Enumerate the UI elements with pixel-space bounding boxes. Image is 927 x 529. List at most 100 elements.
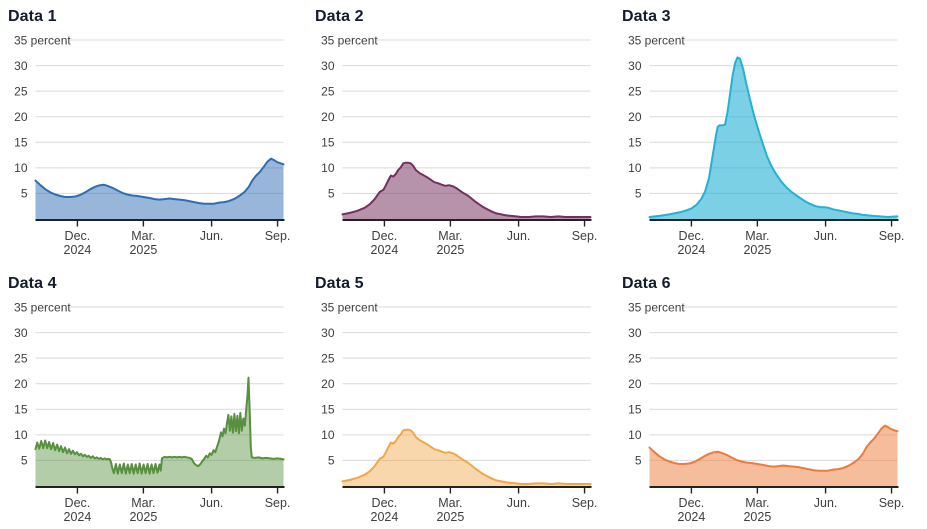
x-axis-tick-label: Jun.	[814, 229, 838, 243]
y-axis-tick-label: 5	[635, 454, 642, 468]
x-axis-year-label: 2025	[436, 510, 464, 524]
chart-title: Data 5	[315, 275, 364, 292]
y-axis-tick-label: 20	[628, 377, 642, 391]
y-axis-tick-label: 30	[14, 326, 28, 340]
y-axis-unit-label: 35 percent	[628, 33, 685, 47]
x-axis-tick-label: Mar.	[131, 229, 155, 243]
x-axis-year-label: 2024	[64, 510, 92, 524]
y-axis-tick-label: 15	[628, 403, 642, 417]
y-axis-tick-label: 20	[628, 110, 642, 124]
y-axis-tick-label: 25	[628, 351, 642, 365]
y-axis-tick-label: 30	[321, 59, 335, 73]
y-axis-tick-label: 30	[321, 326, 335, 340]
x-axis-tick-label: Mar.	[438, 229, 462, 243]
y-axis-tick-label: 10	[321, 428, 335, 442]
y-axis-tick-label: 25	[321, 351, 335, 365]
data-line	[341, 428, 592, 485]
area-fill	[649, 57, 898, 220]
x-axis-tick-label: Jun.	[200, 229, 224, 243]
x-axis-tick-label: Jun.	[507, 229, 531, 243]
chart-title: Data 4	[8, 275, 57, 292]
y-axis-tick-label: 30	[14, 59, 28, 73]
x-axis-tick-label: Dec.	[679, 496, 705, 510]
y-axis-unit-label: 35 percent	[628, 300, 685, 314]
x-axis-year-label: 2025	[129, 510, 157, 524]
x-axis-year-label: 2025	[743, 243, 771, 257]
y-axis-tick-label: 5	[21, 454, 28, 468]
chart-panel-3: Data 3 5 10 15 20 25 30 35 percent Dec. 2024 Mar. 2…	[622, 6, 919, 262]
y-axis-tick-label: 10	[628, 161, 642, 175]
x-axis-tick-label: Jun.	[814, 496, 838, 510]
x-axis-year-label: 2025	[743, 510, 771, 524]
y-axis-tick-label: 15	[628, 136, 642, 150]
y-axis-tick-label: 20	[321, 110, 335, 124]
x-axis-tick-label: Sep.	[879, 496, 905, 510]
y-axis-tick-label: 30	[628, 326, 642, 340]
y-axis-tick-label: 15	[14, 403, 28, 417]
y-axis-tick-label: 20	[321, 377, 335, 391]
x-axis-year-label: 2024	[371, 510, 399, 524]
x-axis-tick-label: Jun.	[507, 496, 531, 510]
x-axis-tick-label: Jun.	[200, 496, 224, 510]
x-axis-tick-label: Dec.	[65, 229, 91, 243]
x-axis-tick-label: Dec.	[372, 229, 398, 243]
y-axis-tick-label: 20	[14, 377, 28, 391]
x-axis-tick-label: Sep.	[572, 229, 598, 243]
x-axis-year-label: 2025	[129, 243, 157, 257]
x-axis-tick-label: Mar.	[745, 229, 769, 243]
area-fill	[342, 162, 591, 219]
data-line	[34, 376, 285, 475]
x-axis-tick-label: Mar.	[131, 496, 155, 510]
chart-title: Data 6	[622, 275, 671, 292]
x-axis-year-label: 2025	[436, 243, 464, 257]
y-axis-tick-label: 25	[14, 351, 28, 365]
chart-title: Data 3	[622, 8, 671, 25]
x-axis-year-label: 2024	[678, 243, 706, 257]
y-axis-tick-label: 5	[635, 187, 642, 201]
area-fill	[342, 429, 591, 486]
y-axis-tick-label: 25	[628, 84, 642, 98]
x-axis-tick-label: Sep.	[879, 229, 905, 243]
chart-panel-4: Data 4 5 10 15 20 25 30 35 percent Dec. 2024 Mar. 2…	[8, 273, 305, 529]
y-axis-tick-label: 15	[321, 136, 335, 150]
x-axis-tick-label: Sep.	[265, 229, 291, 243]
y-axis-tick-label: 20	[14, 110, 28, 124]
x-axis-tick-label: Mar.	[438, 496, 462, 510]
y-axis-tick-label: 5	[328, 187, 335, 201]
chart-panel-6: Data 6 5 10 15 20 25 30 35 percent Dec. 2024 Mar. 2…	[622, 273, 919, 529]
y-axis-unit-label: 35 percent	[14, 33, 71, 47]
y-axis-tick-label: 30	[628, 59, 642, 73]
y-axis-unit-label: 35 percent	[14, 300, 71, 314]
y-axis-tick-label: 5	[21, 187, 28, 201]
x-axis-year-label: 2024	[64, 243, 92, 257]
y-axis-tick-label: 10	[628, 428, 642, 442]
x-axis-tick-label: Mar.	[745, 496, 769, 510]
area-fill	[35, 158, 284, 219]
y-axis-tick-label: 5	[328, 454, 335, 468]
x-axis-tick-label: Sep.	[572, 496, 598, 510]
y-axis-unit-label: 35 percent	[321, 33, 378, 47]
x-axis-year-label: 2024	[371, 243, 399, 257]
x-axis-year-label: 2024	[678, 510, 706, 524]
chart-panel-2: Data 2 5 10 15 20 25 30 35 percent Dec. 2024 Mar. 2…	[315, 6, 612, 262]
y-axis-tick-label: 25	[14, 84, 28, 98]
data-line	[648, 424, 899, 472]
y-axis-tick-label: 15	[14, 136, 28, 150]
chart-panel-5: Data 5 5 10 15 20 25 30 35 percent Dec. 2024 Mar. 2…	[315, 273, 612, 529]
y-axis-tick-label: 15	[321, 403, 335, 417]
y-axis-tick-label: 10	[321, 161, 335, 175]
data-line	[648, 56, 899, 218]
data-line	[34, 157, 285, 205]
data-line	[341, 161, 592, 218]
chart-panel-1: Data 1 5 10 15 20 25 30 35 percent Dec. 2024 Mar. 2…	[8, 6, 305, 262]
area-fill	[649, 425, 898, 486]
x-axis-tick-label: Dec.	[679, 229, 705, 243]
y-axis-tick-label: 25	[321, 84, 335, 98]
x-axis-tick-label: Sep.	[265, 496, 291, 510]
chart-title: Data 1	[8, 8, 57, 25]
